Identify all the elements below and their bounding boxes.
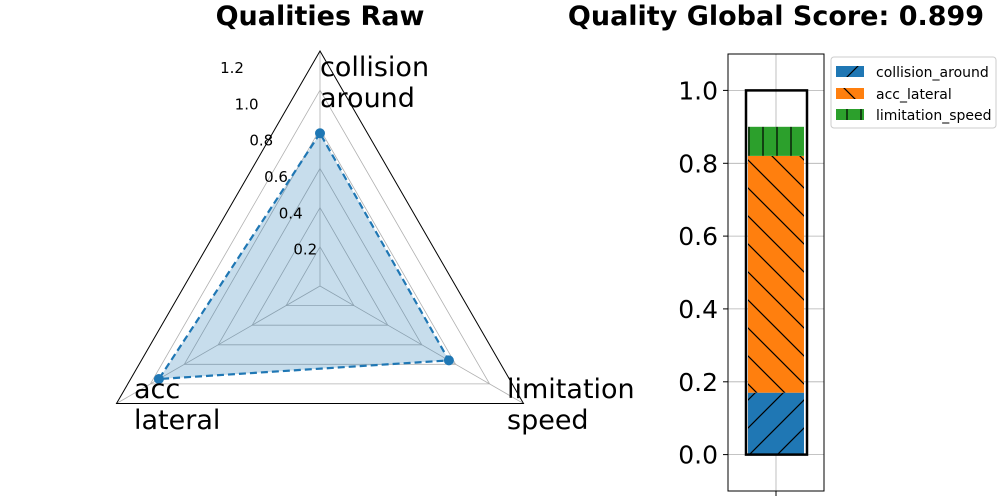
radar-radial-tick-label: 0.2	[293, 241, 317, 259]
radar-area	[156, 131, 451, 381]
radar-spokes	[116, 51, 524, 404]
axis-label-acc-lateral: acc lateral	[134, 374, 220, 436]
bar-title: Quality Global Score: 0.899	[568, 1, 984, 32]
legend-swatch-acc-lateral	[836, 88, 864, 99]
radar-grid-ring	[251, 206, 389, 326]
bar-chart: Quality Global Score: 0.899 0.0 0.2 0.4 0.6…	[568, 1, 997, 496]
bar-y-tick-label: 0.6	[678, 222, 718, 251]
bar-segment-limitation-speed	[748, 126, 804, 156]
radar-radial-tick-label: 1.2	[220, 59, 244, 77]
radar-grid	[149, 89, 491, 385]
bar-y-tick-label: 0.8	[678, 149, 718, 178]
radar-grid-ring	[285, 245, 355, 307]
bar-y-tick-label: 0.4	[678, 295, 718, 324]
legend-swatch-collision-around	[836, 66, 864, 77]
radar-radial-tick-label: 1.0	[235, 95, 259, 113]
radar-title: Qualities Raw	[216, 1, 425, 32]
radar-chart: Qualities Raw 0.2 0.4 0.6 0.8 1.0 1.2 collisi…	[115, 1, 643, 436]
bar-y-tick-label: 0.0	[678, 441, 718, 470]
radar-spoke	[319, 285, 524, 404]
legend: collision_around acc_lateral limitation_…	[830, 56, 997, 129]
radar-point	[153, 374, 164, 384]
radar-grid-ring	[149, 89, 491, 385]
bar-segments	[748, 126, 804, 455]
radar-radial-ticks: 0.2 0.4 0.6 0.8 1.0 1.2	[220, 59, 317, 259]
radar-grid-ring	[217, 167, 423, 346]
radar-radial-tick-label: 0.6	[264, 168, 288, 186]
legend-label-acc-lateral: acc_lateral	[876, 87, 952, 103]
legend-label-collision-around: collision_around	[876, 65, 989, 81]
legend-label-limitation-speed: limitation_speed	[876, 108, 992, 124]
radar-frame	[115, 49, 525, 404]
bar-y-tick-label: 1.0	[678, 76, 718, 105]
radar-axis-labels: collision around acc lateral limitation …	[134, 52, 643, 436]
axis-label-limitation-speed: limitation speed	[507, 374, 643, 436]
legend-swatch-limitation-speed	[836, 109, 864, 120]
bar-segment-collision-around	[748, 392, 804, 455]
axis-label-collision-around: collision around	[320, 52, 438, 114]
bar-y-ticks: 0.0 0.2 0.4 0.6 0.8 1.0	[678, 76, 728, 470]
bar-total-outline	[744, 89, 809, 456]
bar-y-tick-label: 0.2	[678, 368, 718, 397]
radar-radial-tick-label: 0.4	[279, 204, 303, 222]
radar-spoke	[116, 285, 321, 404]
legend-frame	[830, 56, 997, 129]
bar-segment-acc-lateral	[748, 156, 804, 393]
radar-radial-tick-label: 0.8	[249, 132, 273, 150]
radar-points	[153, 128, 454, 384]
radar-point	[443, 355, 454, 366]
radar-point	[315, 128, 325, 139]
radar-grid-ring	[183, 128, 457, 365]
